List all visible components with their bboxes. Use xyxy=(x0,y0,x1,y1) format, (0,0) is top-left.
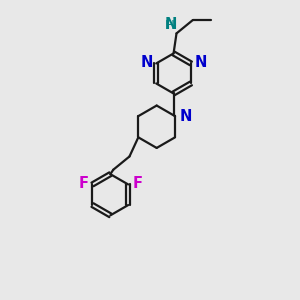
Text: N: N xyxy=(179,109,191,124)
Text: N: N xyxy=(164,17,176,32)
Text: F: F xyxy=(78,176,88,191)
Text: H: H xyxy=(165,19,175,32)
Text: F: F xyxy=(132,176,142,191)
Text: N: N xyxy=(194,55,207,70)
Text: N: N xyxy=(140,55,153,70)
